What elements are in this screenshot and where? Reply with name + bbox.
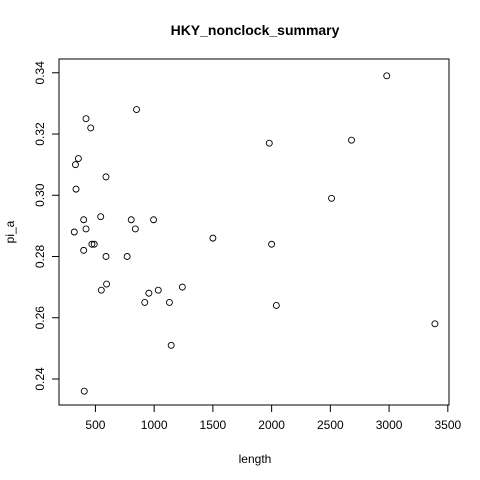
plot-frame <box>58 58 450 406</box>
data-point <box>131 225 139 233</box>
x-tick-label: 3500 <box>434 418 461 432</box>
y-tick-label: 0.30 <box>33 183 47 207</box>
data-point <box>82 225 90 233</box>
data-point <box>80 387 88 395</box>
data-point <box>141 298 149 306</box>
data-point <box>80 216 88 224</box>
y-tick-label: 0.24 <box>33 367 47 391</box>
data-points <box>70 72 439 395</box>
data-point <box>72 185 80 193</box>
data-point <box>80 246 88 254</box>
chart-title: HKY_nonclock_summary <box>171 22 340 38</box>
data-point <box>82 115 90 123</box>
data-point <box>272 302 280 309</box>
data-point <box>102 253 110 260</box>
data-point <box>70 228 78 236</box>
x-axis: 500 1000 1500 2000 2500 3000 3500 <box>85 404 461 432</box>
x-tick-label: 2000 <box>258 418 285 432</box>
data-point <box>97 213 105 221</box>
data-point <box>178 283 186 291</box>
data-point <box>133 106 140 113</box>
data-point <box>90 240 98 248</box>
data-point <box>97 286 105 294</box>
data-point <box>167 341 175 349</box>
data-point <box>209 234 217 242</box>
y-tick-label: 0.32 <box>33 122 47 146</box>
data-point <box>154 286 162 294</box>
x-tick-label: 2500 <box>317 418 344 432</box>
data-point <box>328 194 335 202</box>
data-point <box>103 280 111 288</box>
x-tick-label: 3000 <box>376 418 403 432</box>
data-point <box>431 320 439 328</box>
data-point <box>145 289 153 297</box>
y-axis: 0.24 0.26 0.28 0.30 0.32 0.34 <box>33 61 60 391</box>
y-tick-label: 0.28 <box>33 244 47 268</box>
y-tick-label: 0.34 <box>33 61 47 85</box>
y-tick-label: 0.26 <box>33 306 47 330</box>
data-point <box>127 216 135 224</box>
data-point <box>74 155 82 162</box>
data-point <box>102 173 110 181</box>
x-axis-label: length <box>239 452 272 466</box>
data-point <box>268 240 276 248</box>
data-point <box>165 298 173 306</box>
data-point <box>88 240 96 248</box>
data-point <box>265 139 273 147</box>
data-point <box>150 216 158 224</box>
x-tick-label: 1500 <box>200 418 227 432</box>
y-axis-label: pi_a <box>3 220 17 243</box>
data-point <box>383 72 391 80</box>
data-point <box>87 124 95 132</box>
data-point <box>348 136 355 144</box>
data-point <box>71 161 79 169</box>
data-point <box>123 253 131 260</box>
x-tick-label: 1000 <box>141 418 168 432</box>
x-tick-label: 500 <box>85 418 105 432</box>
